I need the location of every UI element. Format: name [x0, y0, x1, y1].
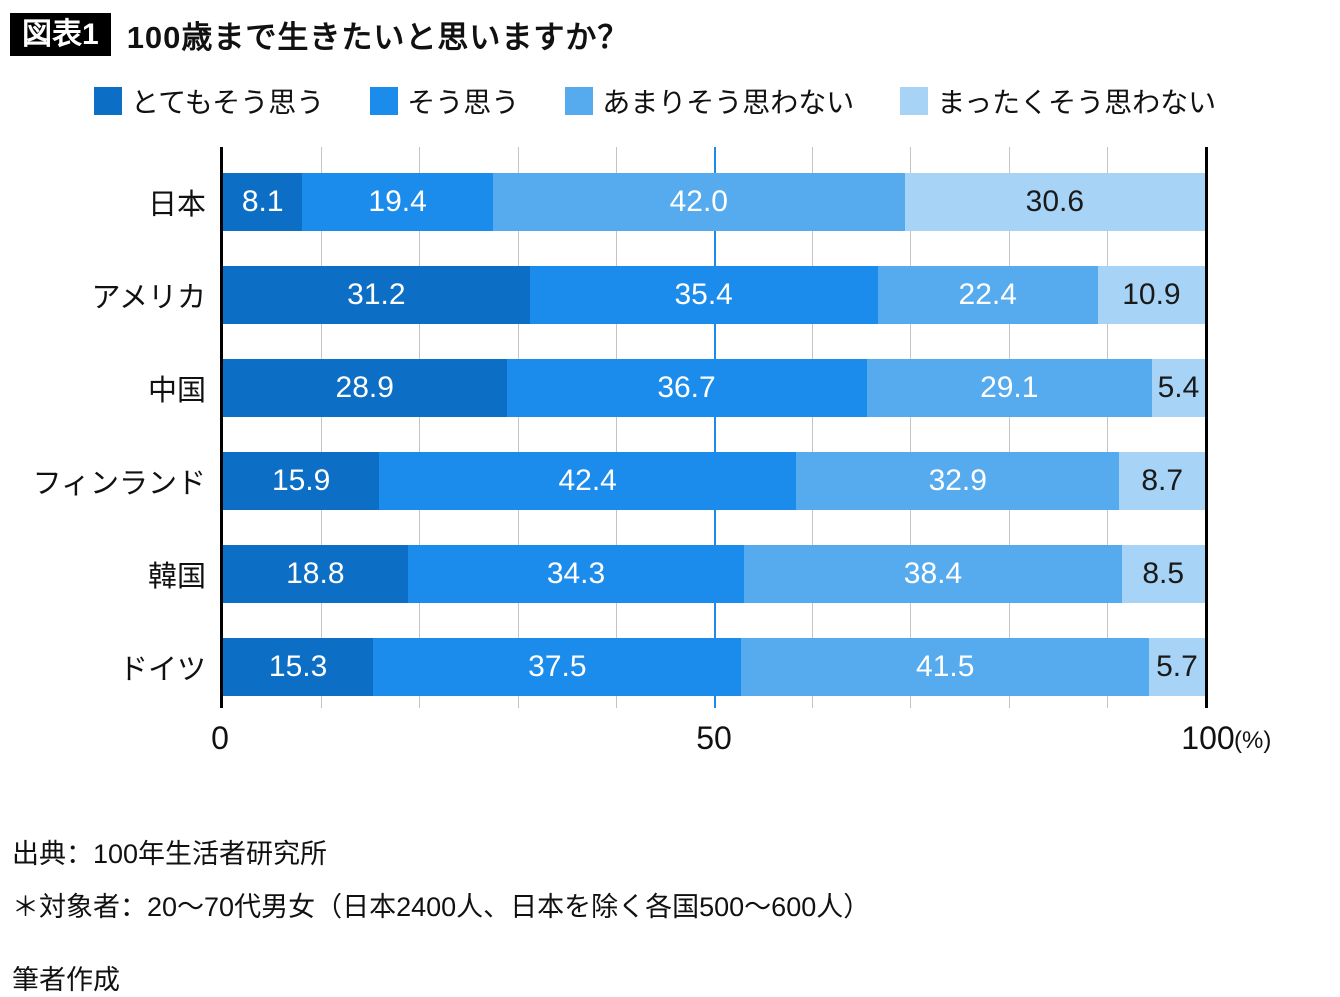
category-label: 日本 [147, 189, 206, 221]
legend-label: とてもそう思う [131, 87, 325, 118]
legend-item: そう思う [370, 81, 519, 121]
legend-label: あまりそう思わない [602, 87, 855, 118]
bar-segment: 35.4 [529, 266, 878, 324]
category-label: 韓国 [147, 561, 206, 593]
chart: 日本 アメリカ 中国 フィンランド 韓国 ドイツ 8.1 19.4 42.0 30.6 31.2 3… [0, 147, 1340, 708]
legend-swatch [900, 87, 929, 115]
page-title: 100歳まで生きたいと思いますか？ [126, 20, 630, 55]
bar-row: 18.8 34.3 38.4 8.5 [223, 545, 1205, 603]
chart-header: 図表1 100歳まで生きたいと思いますか？ [0, 0, 1340, 57]
bar-segment: 10.9 [1097, 266, 1205, 324]
bar-segment: 8.5 [1121, 545, 1205, 603]
bar-segment: 32.9 [796, 452, 1120, 510]
bar-segment: 31.2 [223, 266, 530, 324]
bar-segment: 28.9 [223, 359, 507, 417]
gridline [910, 147, 912, 708]
category-label: アメリカ [91, 282, 206, 314]
legend-swatch [370, 87, 399, 115]
category-label: フィンランド [32, 468, 206, 500]
bar-segment: 19.4 [302, 173, 493, 231]
figure-badge: 図表1 [10, 13, 111, 56]
axis-unit-label: (%) [1234, 727, 1272, 754]
x-axis: (%) 0 50 100 [211, 716, 1271, 764]
bar-segment: 8.7 [1119, 452, 1205, 510]
credit-text: 筆者作成 [12, 965, 120, 995]
gridline [321, 147, 323, 708]
legend-item: とてもそう思う [94, 81, 324, 121]
gridline-50 [714, 147, 716, 708]
axis-tick-100: 100 [1181, 720, 1235, 756]
bar-segment: 15.3 [223, 638, 374, 696]
gridline [1008, 147, 1010, 708]
legend-swatch [565, 87, 594, 115]
footer: 出典：100年生活者研究所 ＊対象者：20～70代男女（日本2400人、日本を除… [12, 832, 1340, 997]
axis-tick-0: 0 [211, 720, 229, 756]
gridline [517, 147, 519, 708]
legend-item: まったくそう思わない [900, 81, 1216, 121]
legend-item: あまりそう思わない [565, 81, 854, 121]
bar-row: 8.1 19.4 42.0 30.6 [223, 173, 1205, 231]
bar-segment: 42.4 [379, 452, 797, 510]
plot-area: 8.1 19.4 42.0 30.6 31.2 35.4 22.4 10.9 28.9 36.7 2… [220, 147, 1208, 708]
bar-segment: 8.1 [223, 173, 303, 231]
legend-label: そう思う [407, 87, 520, 118]
category-label: ドイツ [118, 654, 206, 686]
bar-segment: 37.5 [373, 638, 742, 696]
bar-row: 15.9 42.4 32.9 8.7 [223, 452, 1205, 510]
category-labels: 日本アメリカ中国フィンランド韓国ドイツ [0, 147, 220, 708]
category-label: 中国 [147, 375, 206, 407]
legend-swatch [94, 87, 122, 115]
gridline [419, 147, 421, 708]
bar-row: 31.2 35.4 22.4 10.9 [223, 266, 1205, 324]
bar-segment: 34.3 [407, 545, 745, 603]
bar-segment: 15.9 [223, 452, 380, 510]
gridline [615, 147, 617, 708]
axis-tick-50: 50 [696, 720, 732, 756]
gridline [1106, 147, 1108, 708]
bar-segment: 41.5 [741, 638, 1149, 696]
bar-segment: 36.7 [506, 359, 867, 417]
bar-segment: 5.4 [1152, 359, 1205, 417]
source-text: 出典：100年生活者研究所 [12, 839, 328, 869]
bar-segment: 5.7 [1149, 638, 1205, 696]
legend-label: まったくそう思わない [937, 87, 1217, 118]
note-text: ＊対象者：20～70代男女（日本2400人、日本を除く各国500～600人） [12, 892, 871, 922]
bar-segment: 38.4 [744, 545, 1122, 603]
bar-segment: 18.8 [223, 545, 408, 603]
bar-row: 28.9 36.7 29.1 5.4 [223, 359, 1205, 417]
bar-segment: 42.0 [492, 173, 905, 231]
bar-row: 15.3 37.5 41.5 5.7 [223, 638, 1205, 696]
bar-segment: 29.1 [866, 359, 1152, 417]
legend: とてもそう思う そう思う あまりそう思わない まったくそう思わない [94, 81, 1340, 121]
bar-segment: 22.4 [877, 266, 1098, 324]
bar-segment: 30.6 [904, 173, 1205, 231]
gridline [812, 147, 814, 708]
